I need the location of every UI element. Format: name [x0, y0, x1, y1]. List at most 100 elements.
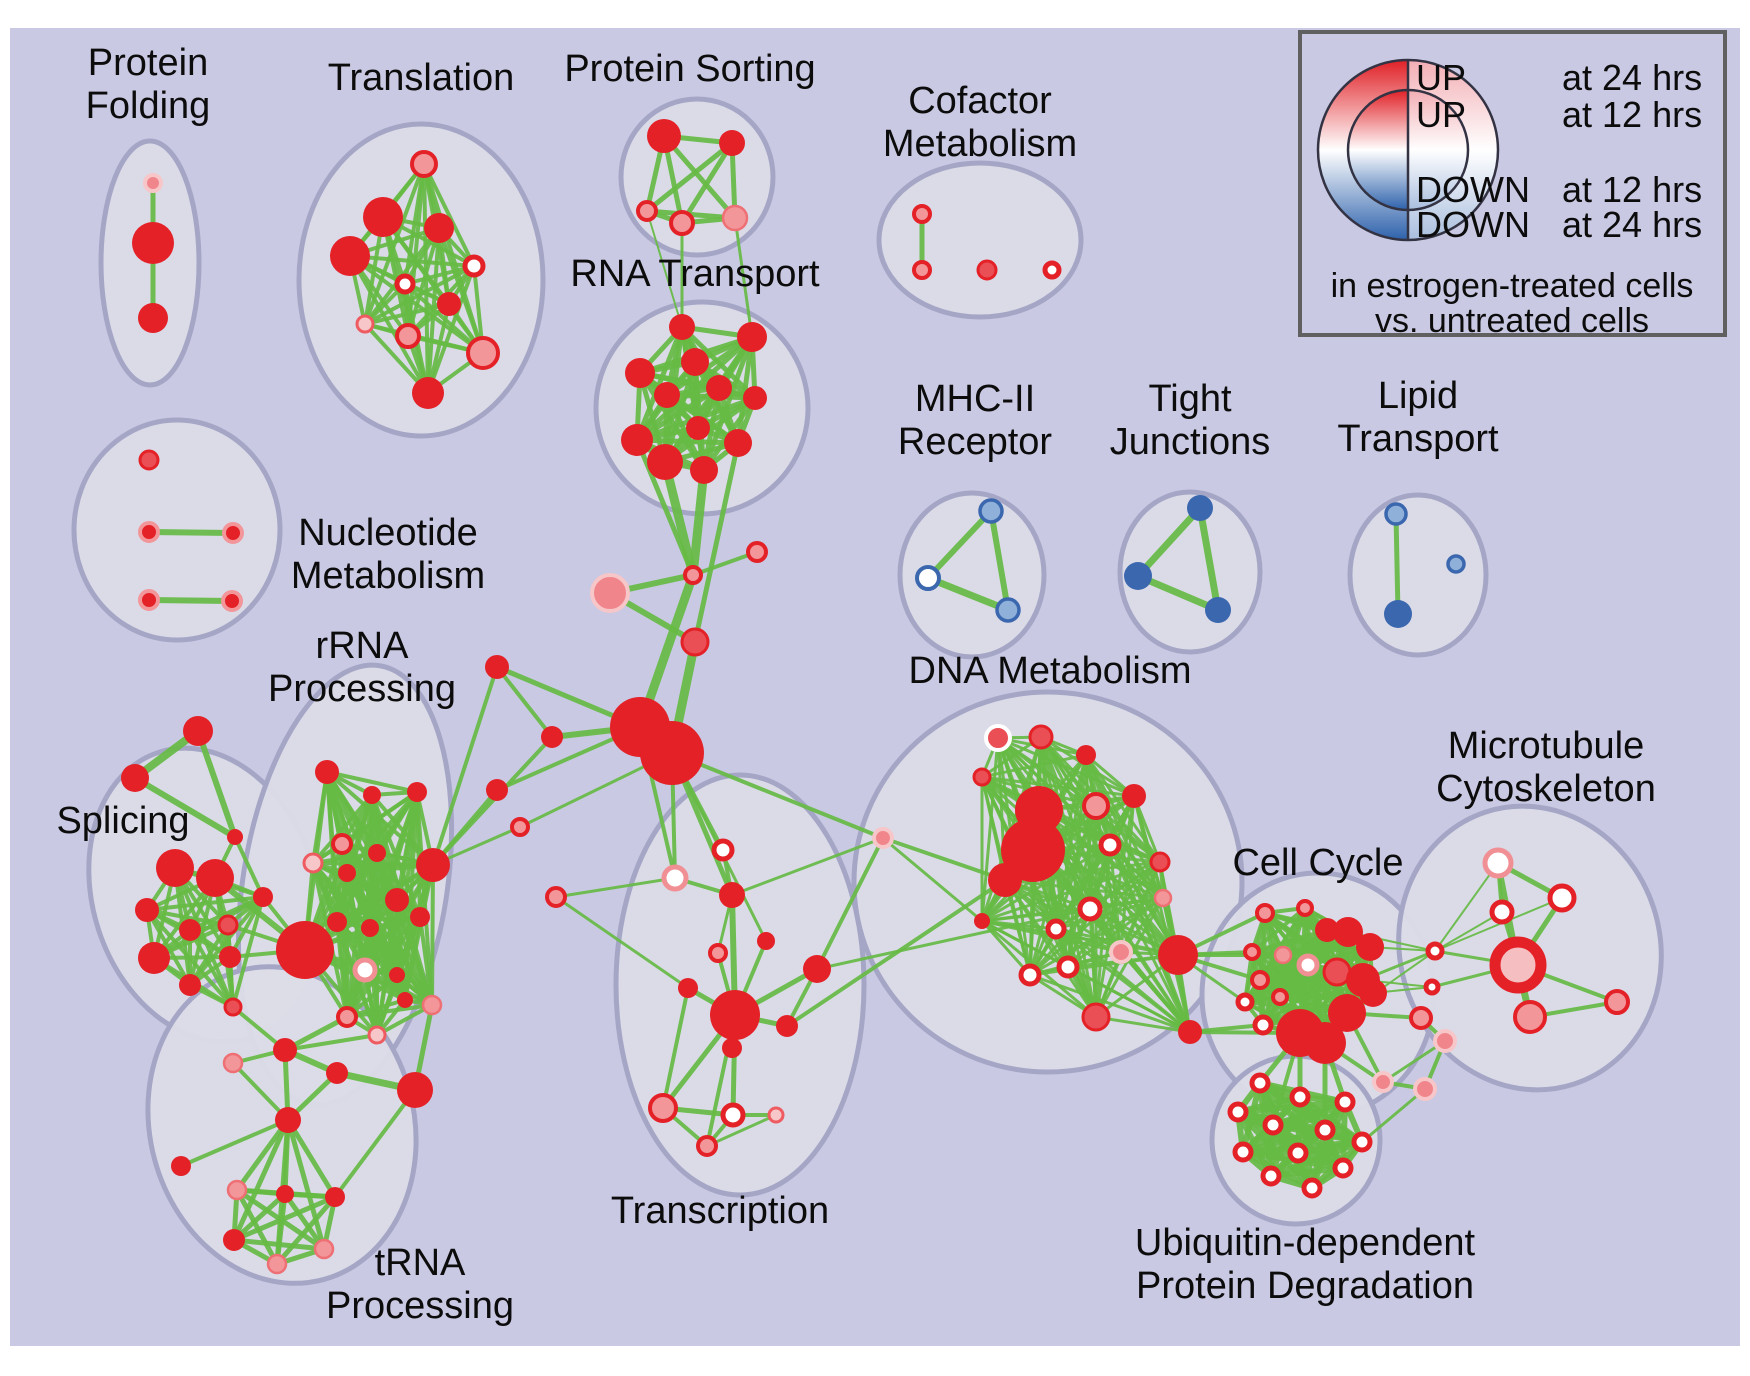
node-sp9 [223, 997, 243, 1017]
node-tn5 [171, 1156, 191, 1176]
edge-rr1-rr3 [325, 770, 419, 794]
node-tl3 [424, 213, 454, 243]
cluster-rna-transport-label-line1: RNA Transport [570, 253, 820, 295]
node-tx3 [545, 886, 567, 908]
node-dm1 [984, 724, 1012, 752]
edge-rr2-rr5 [311, 793, 374, 865]
edge-rr15-rr16 [375, 1003, 434, 1037]
node-lp3 [1446, 554, 1466, 574]
node-tn10 [266, 1253, 288, 1275]
edge-dm13-dm14 [980, 907, 1092, 923]
node-ub9 [1287, 1142, 1309, 1164]
edge-rt12-chA [688, 465, 709, 580]
edge-tnH-tn9 [231, 1117, 291, 1243]
node-dm20 [1178, 1020, 1202, 1044]
node-tl8 [355, 314, 375, 334]
node-dmH [1158, 935, 1198, 975]
node-rrBig [276, 921, 334, 979]
node-tn3 [326, 1062, 348, 1084]
edge-mh2-mh3 [924, 574, 1012, 614]
node-rt8 [621, 424, 653, 456]
node-tx10 [722, 1038, 742, 1058]
node-rt5 [654, 382, 680, 408]
edge-cn1-rrH [431, 665, 499, 867]
edge-hub2-dmC [670, 751, 885, 840]
node-cc2 [1296, 899, 1314, 917]
node-mtBig [1489, 936, 1547, 994]
legend-time-2: at 12 hrs [1562, 94, 1702, 135]
edge-dm15-dm20 [1054, 927, 1192, 1034]
edge-mt4-mt2 [1434, 897, 1563, 952]
node-ps2 [719, 130, 745, 156]
cluster-mhc-ii-receptor-label-line1: MHC-II [915, 378, 1035, 420]
edge-spT2-spT3 [132, 775, 238, 840]
node-cc16 [1359, 979, 1387, 1007]
cluster-rrna-processing-label-line2: Processing [268, 668, 456, 710]
cluster-cofactor-metabolism-label-line1: Cofactor [908, 80, 1052, 122]
node-rr17 [397, 992, 413, 1008]
legend-time-3: at 12 hrs [1562, 169, 1702, 210]
edge-rr14-rr16 [345, 1003, 434, 1019]
node-dm11 [988, 863, 1022, 897]
node-ub6 [1314, 1119, 1336, 1141]
node-pf3 [138, 303, 168, 333]
edge-tl3-tl10 [437, 226, 485, 355]
node-tx5 [757, 932, 775, 950]
node-sp5 [217, 914, 239, 936]
node-cc5 [1356, 933, 1384, 961]
cluster-cofactor-metabolism-ellipse [876, 160, 1084, 320]
edge-tnH-tn8 [285, 1117, 338, 1200]
node-tl7 [437, 292, 461, 316]
node-rr1 [315, 760, 339, 784]
edge-rr11-rr16 [418, 915, 434, 1007]
node-tn6 [226, 1179, 248, 1201]
edge-tn8-tn9 [231, 1194, 338, 1243]
node-lp2 [1384, 600, 1412, 628]
edge-ps2-ps3 [644, 140, 735, 214]
node-cn3 [486, 779, 508, 801]
legend-inner-right-half [1408, 90, 1468, 210]
node-hub2 [640, 721, 704, 785]
node-cn1 [485, 655, 509, 679]
edge-lp1-lp2 [1393, 511, 1401, 617]
node-tx7 [678, 978, 698, 998]
edge-tn2-tnH [231, 1061, 290, 1122]
edge-tn4-tn8 [333, 1088, 417, 1199]
legend-direction-2: UP [1416, 94, 1466, 135]
node-spT1 [183, 716, 213, 746]
node-ccH2 [1304, 1022, 1346, 1064]
node-rr8 [327, 912, 347, 932]
node-tx11 [648, 1093, 678, 1123]
node-rr4 [331, 833, 353, 855]
node-ub7 [1351, 1131, 1373, 1153]
node-rr15 [367, 1025, 387, 1045]
node-rr16 [421, 994, 443, 1016]
node-cc8 [1250, 970, 1270, 990]
edge-tx11-tx7 [661, 986, 690, 1110]
edge-tn8-tn10 [274, 1194, 338, 1267]
edge-cc11-cc14 [1261, 978, 1365, 1027]
node-mt3 [1489, 899, 1515, 925]
node-mh3 [995, 597, 1021, 623]
edge-tj2-tj3 [1134, 572, 1222, 614]
edge-mt4-mt1 [1434, 862, 1499, 952]
edge-tl5-tl11 [426, 264, 476, 395]
edge-rr11-rr14 [345, 915, 422, 1019]
legend-note-line2: vs. untreated cells [1375, 302, 1649, 340]
edge-cc2-cc6 [1250, 906, 1307, 954]
node-sp2 [196, 859, 234, 897]
node-rr6 [368, 844, 386, 862]
edge-dm12-dm15 [1054, 896, 1165, 931]
edge-tx13-tx14 [705, 1113, 778, 1148]
edge-ubA-mt9 [1381, 1039, 1447, 1084]
node-rr10 [385, 888, 409, 912]
edge-rt10-chC [692, 440, 741, 645]
legend-time-4: at 24 hrs [1562, 204, 1702, 245]
cluster-protein-folding-label-line2: Folding [86, 85, 211, 127]
node-rt3 [625, 358, 655, 388]
node-ps3 [636, 200, 658, 222]
legend-time-1: at 24 hrs [1562, 57, 1702, 98]
node-rr12 [352, 957, 378, 983]
node-ps5 [721, 204, 749, 232]
